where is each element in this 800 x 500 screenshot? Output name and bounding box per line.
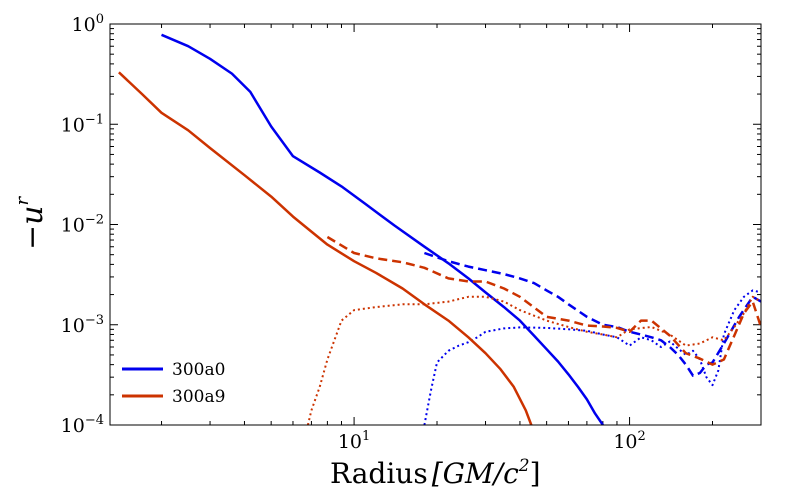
legend: 300a0 300a9 [122,360,225,407]
series-300a0-dotted [423,289,761,425]
plot-frame [109,23,762,426]
tick-labels: 101 102 100 10−1 10−2 10−3 10−4 [61,12,646,453]
axis-ticks [110,23,762,426]
x-axis-label: Radius [GM/c2] [330,456,541,490]
legend-label-300a9: 300a9 [172,387,225,407]
series-300a9-solid [118,71,533,425]
series-300a9-dotted [306,295,761,425]
plot-area [110,24,761,425]
series-300a0-solid [161,33,604,425]
y-tick-label: 10−4 [61,413,104,437]
x-tick-label: 102 [613,429,645,453]
y-axis-label: −ur [12,196,50,250]
series-300a9-dashed [326,235,761,366]
y-tick-label: 100 [72,12,104,36]
x-tick-label: 101 [338,429,370,453]
y-tick-label: 10−1 [61,112,104,136]
y-tick-label: 10−2 [61,213,104,237]
legend-label-300a0: 300a0 [172,360,225,380]
series-layer [118,33,761,425]
y-tick-label: 10−3 [61,313,104,337]
